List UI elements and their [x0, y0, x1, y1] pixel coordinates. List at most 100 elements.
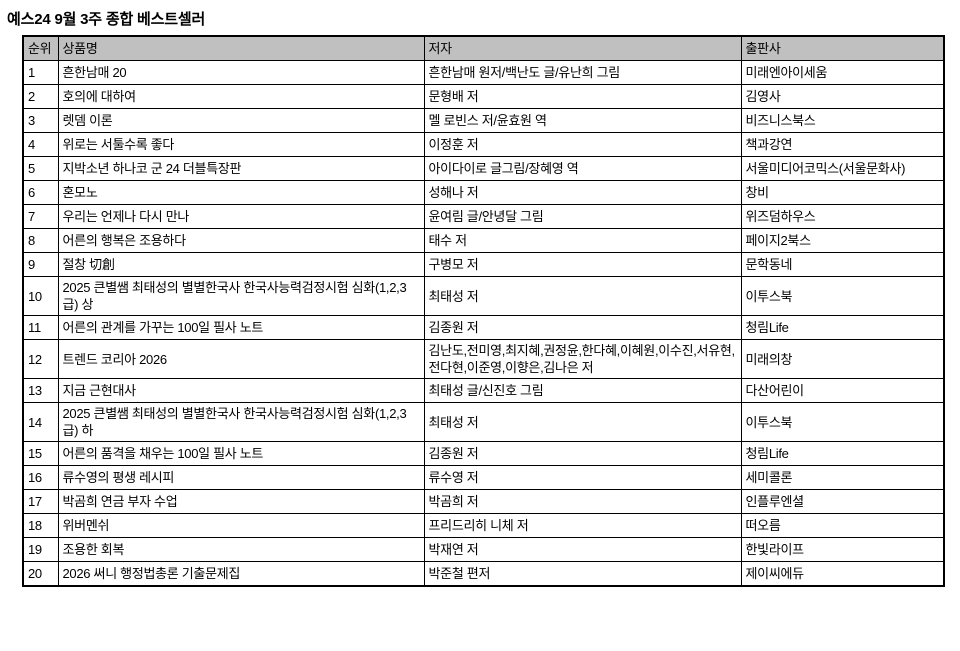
publisher-cell: 책과강연 [740, 132, 945, 157]
author-cell: 김종원 저 [423, 315, 742, 340]
rank-cell: 17 [22, 489, 59, 514]
table-row: 1 흔한남매 20 흔한남매 원저/백난도 글/유난희 그림 미래엔아이세움 [22, 60, 945, 85]
table-row: 8 어른의 행복은 조용하다 태수 저 페이지2북스 [22, 228, 945, 253]
product-cell: 트렌드 코리아 2026 [57, 339, 425, 379]
table-row: 7 우리는 언제나 다시 만나 윤여림 글/안녕달 그림 위즈덤하우스 [22, 204, 945, 229]
publisher-cell: 청림Life [740, 315, 945, 340]
rank-cell: 16 [22, 465, 59, 490]
author-cell: 태수 저 [423, 228, 742, 253]
product-cell: 류수영의 평생 레시피 [57, 465, 425, 490]
author-cell: 박곰희 저 [423, 489, 742, 514]
rank-cell: 12 [22, 339, 59, 379]
publisher-cell: 이투스북 [740, 276, 945, 316]
publisher-cell: 미래의창 [740, 339, 945, 379]
rank-cell: 14 [22, 402, 59, 442]
table-row: 9 절창 切創 구병모 저 문학동네 [22, 252, 945, 277]
page-title: 예스24 9월 3주 종합 베스트셀러 [7, 11, 206, 28]
product-cell: 어른의 행복은 조용하다 [57, 228, 425, 253]
product-cell: 2025 큰별쌤 최태성의 별별한국사 한국사능력검정시험 심화(1,2,3급)… [57, 402, 425, 442]
product-cell: 흔한남매 20 [57, 60, 425, 85]
header-row: 순위 상품명 저자 출판사 [22, 35, 945, 61]
rank-cell: 2 [22, 84, 59, 109]
publisher-cell: 이투스북 [740, 402, 945, 442]
publisher-cell: 다산어린이 [740, 378, 945, 403]
product-cell: 우리는 언제나 다시 만나 [57, 204, 425, 229]
author-cell: 김종원 저 [423, 441, 742, 466]
product-cell: 혼모노 [57, 180, 425, 205]
author-cell: 구병모 저 [423, 252, 742, 277]
product-cell: 조용한 회복 [57, 537, 425, 562]
author-cell: 흔한남매 원저/백난도 글/유난희 그림 [423, 60, 742, 85]
publisher-cell: 인플루엔셜 [740, 489, 945, 514]
author-cell: 문형배 저 [423, 84, 742, 109]
header-publisher: 출판사 [740, 35, 945, 61]
product-cell: 렛뎀 이론 [57, 108, 425, 133]
author-cell: 성해나 저 [423, 180, 742, 205]
rank-cell: 15 [22, 441, 59, 466]
author-cell: 아이다이로 글그림/장혜영 역 [423, 156, 742, 181]
table-row: 6 혼모노 성해나 저 창비 [22, 180, 945, 205]
product-cell: 위로는 서툴수록 좋다 [57, 132, 425, 157]
header-product: 상품명 [57, 35, 425, 61]
author-cell: 최태성 저 [423, 402, 742, 442]
author-cell: 멜 로빈스 저/윤효원 역 [423, 108, 742, 133]
product-cell: 2026 써니 행정법총론 기출문제집 [57, 561, 425, 587]
author-cell: 최태성 글/신진호 그림 [423, 378, 742, 403]
bestseller-table: 순위 상품명 저자 출판사 1 흔한남매 20 흔한남매 원저/백난도 글/유난… [22, 35, 945, 587]
author-cell: 박준철 편저 [423, 561, 742, 587]
rank-cell: 13 [22, 378, 59, 403]
table-row: 4 위로는 서툴수록 좋다 이정훈 저 책과강연 [22, 132, 945, 157]
table-row: 15 어른의 품격을 채우는 100일 필사 노트 김종원 저 청림Life [22, 441, 945, 466]
rank-cell: 19 [22, 537, 59, 562]
product-cell: 지금 근현대사 [57, 378, 425, 403]
table-row: 13 지금 근현대사 최태성 글/신진호 그림 다산어린이 [22, 378, 945, 403]
publisher-cell: 비즈니스북스 [740, 108, 945, 133]
publisher-cell: 세미콜론 [740, 465, 945, 490]
publisher-cell: 제이씨에듀 [740, 561, 945, 587]
product-cell: 위버멘쉬 [57, 513, 425, 538]
rank-cell: 10 [22, 276, 59, 316]
rank-cell: 5 [22, 156, 59, 181]
table-row: 20 2026 써니 행정법총론 기출문제집 박준철 편저 제이씨에듀 [22, 561, 945, 587]
table-row: 11 어른의 관계를 가꾸는 100일 필사 노트 김종원 저 청림Life [22, 315, 945, 340]
product-cell: 지박소년 하나코 군 24 더블특장판 [57, 156, 425, 181]
rank-cell: 1 [22, 60, 59, 85]
rank-cell: 11 [22, 315, 59, 340]
product-cell: 2025 큰별쌤 최태성의 별별한국사 한국사능력검정시험 심화(1,2,3급)… [57, 276, 425, 316]
author-cell: 류수영 저 [423, 465, 742, 490]
author-cell: 이정훈 저 [423, 132, 742, 157]
publisher-cell: 청림Life [740, 441, 945, 466]
product-cell: 어른의 품격을 채우는 100일 필사 노트 [57, 441, 425, 466]
publisher-cell: 창비 [740, 180, 945, 205]
header-rank: 순위 [22, 35, 59, 61]
rank-cell: 6 [22, 180, 59, 205]
publisher-cell: 떠오름 [740, 513, 945, 538]
publisher-cell: 한빛라이프 [740, 537, 945, 562]
rank-cell: 7 [22, 204, 59, 229]
author-cell: 박재연 저 [423, 537, 742, 562]
product-cell: 박곰희 연금 부자 수업 [57, 489, 425, 514]
table-row: 17 박곰희 연금 부자 수업 박곰희 저 인플루엔셜 [22, 489, 945, 514]
author-cell: 프리드리히 니체 저 [423, 513, 742, 538]
publisher-cell: 위즈덤하우스 [740, 204, 945, 229]
publisher-cell: 김영사 [740, 84, 945, 109]
rank-cell: 3 [22, 108, 59, 133]
product-cell: 어른의 관계를 가꾸는 100일 필사 노트 [57, 315, 425, 340]
rank-cell: 9 [22, 252, 59, 277]
publisher-cell: 서울미디어코믹스(서울문화사) [740, 156, 945, 181]
table-row: 19 조용한 회복 박재연 저 한빛라이프 [22, 537, 945, 562]
author-cell: 윤여림 글/안녕달 그림 [423, 204, 742, 229]
publisher-cell: 문학동네 [740, 252, 945, 277]
header-author: 저자 [423, 35, 742, 61]
rank-cell: 8 [22, 228, 59, 253]
product-cell: 절창 切創 [57, 252, 425, 277]
publisher-cell: 미래엔아이세움 [740, 60, 945, 85]
rank-cell: 18 [22, 513, 59, 538]
table-row: 10 2025 큰별쌤 최태성의 별별한국사 한국사능력검정시험 심화(1,2,… [22, 276, 945, 316]
table-row: 16 류수영의 평생 레시피 류수영 저 세미콜론 [22, 465, 945, 490]
publisher-cell: 페이지2북스 [740, 228, 945, 253]
table-row: 3 렛뎀 이론 멜 로빈스 저/윤효원 역 비즈니스북스 [22, 108, 945, 133]
rank-cell: 20 [22, 561, 59, 587]
table-row: 12 트렌드 코리아 2026 김난도,전미영,최지혜,권정윤,한다혜,이혜원,… [22, 339, 945, 379]
table-row: 5 지박소년 하나코 군 24 더블특장판 아이다이로 글그림/장혜영 역 서울… [22, 156, 945, 181]
